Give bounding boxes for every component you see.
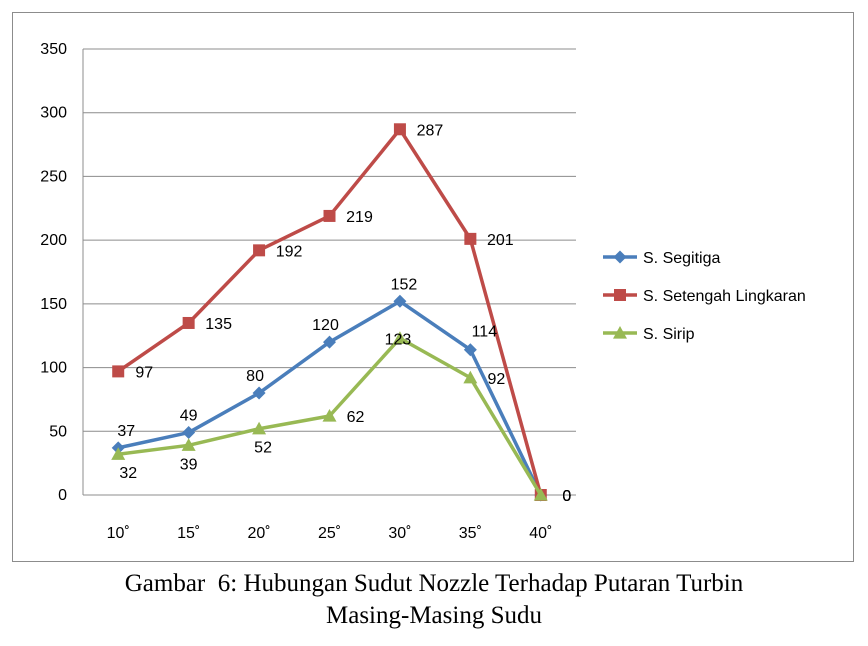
legend: S. Segitiga S. Setengah Lingkaran S. Sirip: [603, 250, 806, 343]
axes: 0 50 100 150 200 250 300 350 10˚ 15˚ 20˚ 25˚ 30˚ 35˚ 4…: [40, 41, 552, 542]
caption-line-2: Masing-Masing Sudu: [326, 602, 542, 629]
y-tick-label: 0: [58, 487, 67, 504]
square-marker: [614, 289, 626, 301]
data-label: 32: [119, 465, 137, 482]
data-label: 0: [562, 488, 571, 505]
caption-line-1: Gambar 6: Hubungan Sudut Nozzle Terhadap…: [124, 570, 744, 597]
triangle-marker: [111, 447, 126, 460]
data-label: 92: [487, 371, 505, 388]
square-marker: [323, 209, 336, 222]
data-label: 37: [117, 423, 135, 440]
data-label: 152: [391, 276, 418, 293]
gridlines: [83, 48, 576, 496]
triangle-marker: [392, 331, 407, 344]
triangle-marker: [613, 326, 627, 339]
diamond-marker: [463, 343, 477, 357]
diamond-marker: [393, 294, 407, 308]
x-tick-label: 35˚: [459, 525, 482, 542]
y-tick-label: 250: [40, 168, 67, 185]
legend-label: S. Sirip: [643, 326, 695, 343]
square-marker: [393, 123, 406, 136]
series-line: [117, 127, 543, 496]
data-label: 97: [135, 364, 153, 381]
figure-caption: Gambar 6: Hubungan Sudut Nozzle Terhadap…: [0, 568, 868, 632]
series-lines: [111, 123, 548, 502]
data-label: 120: [312, 317, 339, 334]
y-tick-label: 350: [40, 41, 67, 58]
data-label: 0: [562, 488, 571, 505]
triangle-marker: [533, 488, 548, 501]
diamond-marker: [252, 386, 266, 400]
data-label: 52: [254, 440, 272, 457]
data-label: 219: [346, 209, 373, 226]
diamond-marker: [613, 250, 627, 264]
data-label: 49: [180, 408, 198, 425]
data-label: 123: [385, 331, 412, 348]
data-label: 39: [180, 456, 198, 473]
y-tick-label: 150: [40, 296, 67, 313]
diamond-marker: [182, 426, 196, 440]
x-tick-label: 10˚: [107, 525, 130, 542]
triangle-marker: [252, 421, 267, 435]
data-labels: 3749801201521140971351922192872010323952…: [117, 122, 571, 505]
data-label: 0: [562, 488, 571, 505]
data-label: 80: [246, 368, 264, 385]
data-label: 287: [417, 122, 444, 139]
data-label: 135: [205, 316, 232, 333]
line-chart: 0 50 100 150 200 250 300 350 10˚ 15˚ 20˚ 25˚ 30˚ 35˚ 4…: [40, 41, 806, 542]
data-label: 62: [347, 409, 365, 426]
x-tick-label: 15˚: [177, 525, 200, 542]
chart-frame: 0 50 100 150 200 250 300 350 10˚ 15˚ 20˚ 25˚ 30˚ 35˚ 4…: [12, 12, 854, 562]
x-tick-label: 40˚: [529, 525, 552, 542]
diamond-marker: [323, 335, 336, 349]
square-marker: [464, 232, 477, 245]
square-marker: [182, 316, 195, 329]
x-tick-label: 25˚: [318, 525, 341, 542]
data-label: 192: [276, 243, 303, 260]
x-tick-label: 20˚: [248, 525, 271, 542]
x-tick-label: 30˚: [388, 525, 411, 542]
square-marker: [253, 244, 266, 257]
y-tick-label: 100: [40, 360, 67, 377]
y-tick-label: 50: [49, 423, 67, 440]
triangle-marker: [181, 438, 196, 451]
legend-label: S. Segitiga: [643, 250, 720, 267]
square-marker: [112, 365, 125, 378]
y-tick-label: 200: [40, 232, 67, 249]
y-tick-label: 300: [40, 105, 67, 122]
data-label: 201: [487, 232, 514, 249]
legend-label: S. Setengah Lingkaran: [643, 288, 806, 305]
triangle-marker: [322, 408, 337, 422]
triangle-marker: [463, 370, 478, 384]
data-label: 114: [472, 324, 498, 341]
